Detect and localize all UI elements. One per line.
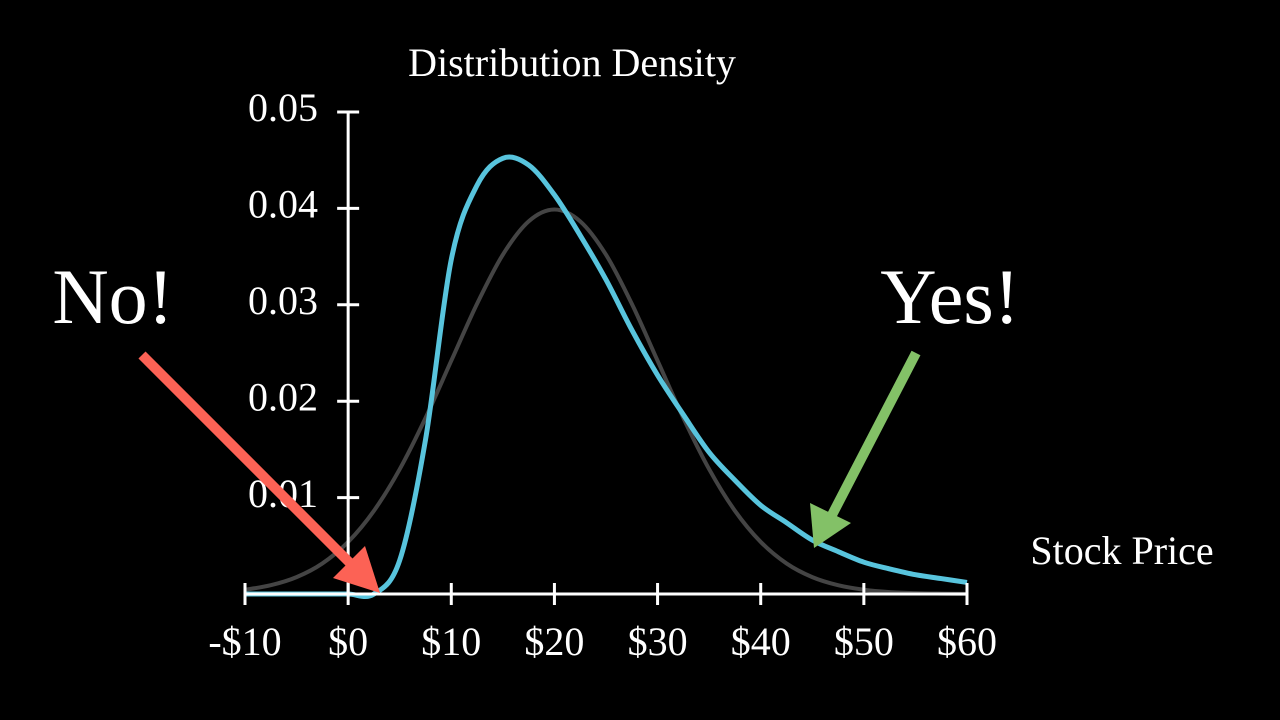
x-axis-label: Stock Price [1030,528,1213,573]
annotation-yes: Yes! [880,253,1019,340]
x-tick-label: -$10 [208,619,281,664]
x-tick-label: $50 [834,619,894,664]
y-tick-label: 0.03 [248,278,318,323]
annotation-no: No! [52,253,173,340]
y-tick-label: 0.05 [248,85,318,130]
arrow-shaft [138,351,356,569]
arrow-head [810,503,851,548]
chart-title: Distribution Density [408,40,736,85]
x-tick-label: $20 [524,619,584,664]
arrow-shaft [827,350,921,518]
arrow-head [333,546,380,593]
no-arrow [138,351,380,593]
plot-area: -$10$0$10$20$30$40$50$600.010.020.030.04… [208,85,997,664]
x-tick-label: $10 [421,619,481,664]
yes-arrow [810,350,921,548]
x-tick-label: $0 [328,619,368,664]
y-tick-label: 0.02 [248,374,318,419]
x-tick-label: $40 [731,619,791,664]
y-tick-label: 0.04 [248,182,318,227]
x-tick-label: $60 [937,619,997,664]
series-line [244,207,968,596]
x-tick-label: $30 [628,619,688,664]
